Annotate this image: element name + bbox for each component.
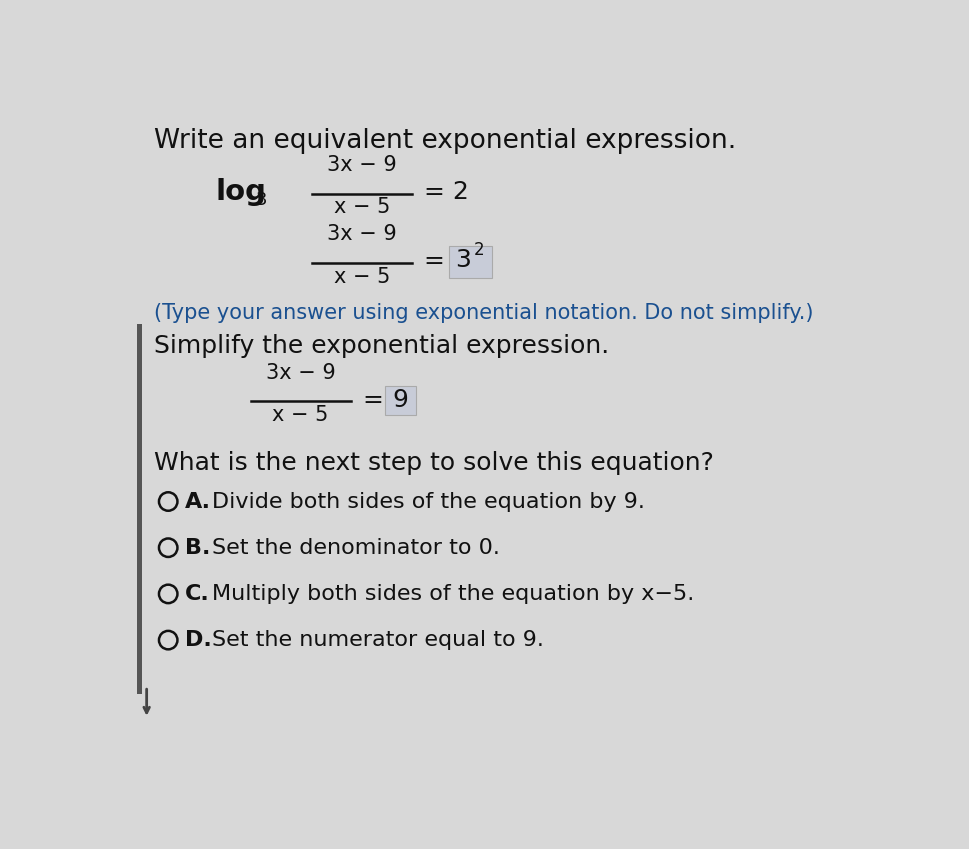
Text: Simplify the exponential expression.: Simplify the exponential expression.	[154, 334, 610, 357]
Text: Set the numerator equal to 9.: Set the numerator equal to 9.	[212, 630, 544, 650]
Text: 3x − 9: 3x − 9	[328, 224, 397, 245]
FancyBboxPatch shape	[450, 246, 492, 278]
Text: 2: 2	[474, 241, 484, 260]
Text: Multiply both sides of the equation by x−5.: Multiply both sides of the equation by x…	[212, 584, 695, 604]
Text: B.: B.	[185, 537, 210, 558]
FancyBboxPatch shape	[386, 386, 416, 415]
Text: (Type your answer using exponential notation. Do not simplify.): (Type your answer using exponential nota…	[154, 303, 814, 323]
Text: 3: 3	[256, 191, 267, 209]
Text: =: =	[362, 388, 383, 412]
Text: =: =	[423, 250, 445, 273]
Text: D.: D.	[185, 630, 212, 650]
Text: 3: 3	[455, 248, 471, 272]
Text: x − 5: x − 5	[272, 405, 328, 425]
Text: x − 5: x − 5	[334, 267, 391, 287]
Text: 3x − 9: 3x − 9	[328, 155, 397, 175]
Text: Set the denominator to 0.: Set the denominator to 0.	[212, 537, 500, 558]
Text: x − 5: x − 5	[334, 197, 391, 217]
Text: C.: C.	[185, 584, 210, 604]
Bar	[138, 324, 142, 694]
Text: Divide both sides of the equation by 9.: Divide both sides of the equation by 9.	[212, 492, 645, 511]
Text: log: log	[216, 178, 266, 206]
Text: = 2: = 2	[423, 180, 469, 204]
Text: 3x − 9: 3x − 9	[266, 363, 335, 383]
Text: Write an equivalent exponential expression.: Write an equivalent exponential expressi…	[154, 128, 736, 154]
Text: 9: 9	[392, 388, 409, 412]
Text: A.: A.	[185, 492, 211, 511]
Text: What is the next step to solve this equation?: What is the next step to solve this equa…	[154, 452, 714, 475]
